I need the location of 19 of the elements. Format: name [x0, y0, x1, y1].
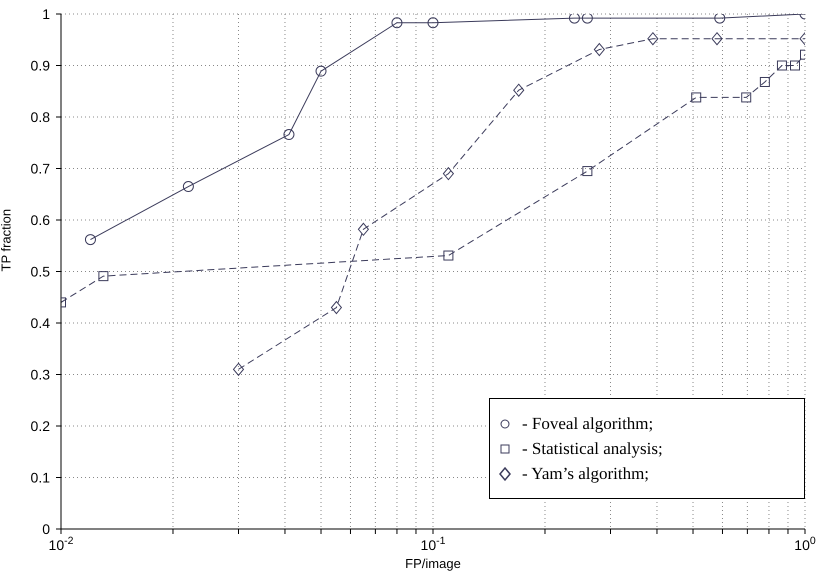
y-tick-label: 0.8: [30, 108, 50, 125]
y-tick-label: 0.2: [30, 418, 50, 434]
y-tick-label: 0.1: [30, 469, 50, 486]
x-tick-label: 10$^{-2}$: [48, 535, 74, 553]
x-axis-title: FP/image: [405, 556, 461, 571]
x-tick-label: 10$^{-1}$: [420, 535, 446, 553]
legend-label: - Yam’s algorithm;: [522, 463, 650, 485]
y-tick-label: 0.5: [30, 263, 50, 280]
legend-label: - Foveal algorithm;: [522, 413, 654, 435]
y-tick-label: 1: [42, 6, 50, 22]
y-tick-label: 0: [42, 520, 50, 537]
legend-label: - Statistical analysis;: [522, 438, 663, 460]
y-tick-label: 0.9: [30, 57, 50, 74]
y-tick-label: 0.3: [30, 366, 50, 382]
y-axis-title: TP fraction: [0, 208, 14, 272]
x-tick-label: 10$^{0}$: [794, 535, 816, 553]
y-tick-label: 0.4: [30, 314, 50, 331]
y-tick-label: 0.6: [30, 212, 50, 228]
y-tick-label: 0.7: [30, 160, 50, 176]
